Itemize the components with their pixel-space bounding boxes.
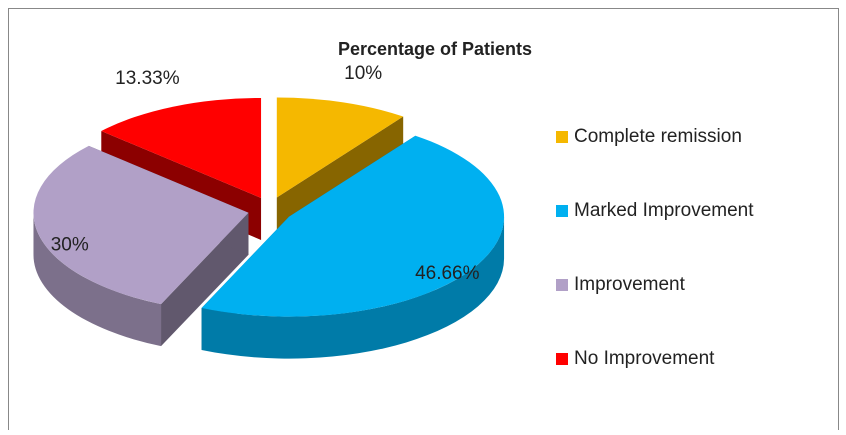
slice-side — [201, 216, 505, 359]
data-label: 30% — [51, 234, 89, 255]
data-label: 10% — [344, 63, 382, 84]
slice-wall — [161, 212, 249, 347]
data-label: 13.33% — [115, 68, 180, 89]
chart-title: Percentage of Patients — [338, 39, 532, 59]
legend-swatch — [556, 353, 568, 365]
pie-slice — [33, 145, 249, 305]
legend-swatch — [556, 279, 568, 291]
legend-label: Complete remission — [574, 126, 742, 147]
legend-label: Marked Improvement — [574, 200, 754, 221]
legend-label: Improvement — [574, 274, 686, 295]
pie-slice — [276, 97, 404, 198]
pie-slice — [101, 97, 262, 198]
slice-side — [33, 212, 162, 347]
legend-swatch — [556, 205, 568, 217]
legend-label: No Improvement — [574, 348, 715, 369]
pie-slice — [201, 135, 505, 317]
data-label: 46.66% — [415, 263, 480, 284]
slice-group — [33, 145, 249, 347]
slice-group — [201, 135, 505, 359]
legend-swatch — [556, 131, 568, 143]
